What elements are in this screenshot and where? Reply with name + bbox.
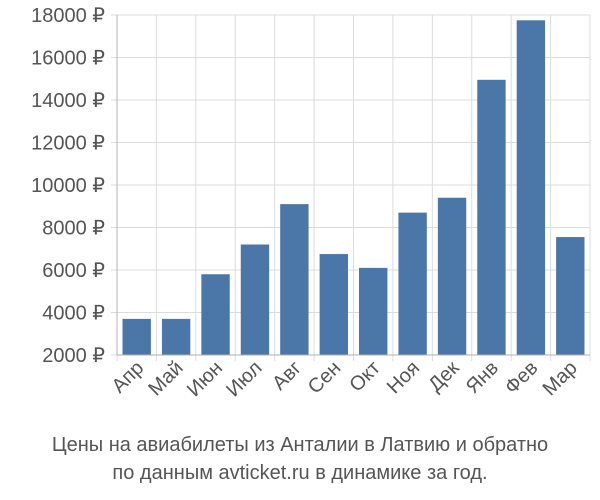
bar [201, 274, 230, 355]
x-tick-label: Фев [501, 357, 543, 399]
x-tick-label: Окт [345, 357, 384, 396]
y-tick-label: 2000 ₽ [42, 345, 105, 367]
y-tick-label: 4000 ₽ [42, 303, 105, 325]
axes [116, 15, 590, 356]
x-tick-label: Ноя [383, 357, 424, 398]
bar [477, 79, 506, 355]
y-tick-label: 16000 ₽ [31, 48, 105, 70]
bar [161, 318, 191, 355]
chart-caption-line-1: Цены на авиабилеты из Анталии в Латвию и… [51, 434, 549, 456]
bar [240, 244, 270, 355]
grid-lines [111, 14, 591, 361]
y-tick-label: 12000 ₽ [31, 133, 105, 155]
x-tick-label: Дек [424, 357, 463, 396]
x-tick-label: Янв [462, 357, 503, 398]
bar [398, 212, 427, 355]
y-tick-label: 10000 ₽ [31, 175, 105, 197]
y-tick-label: 6000 ₽ [42, 260, 105, 282]
bar [516, 20, 546, 355]
bar [280, 204, 309, 355]
x-tick-label: Авг [268, 357, 306, 395]
y-tick-labels: 2000 ₽ 4000 ₽ 6000 ₽ 8000 ₽ 10000 ₽ 12000 ₽ 14… [31, 5, 105, 367]
bar [437, 197, 467, 355]
x-tick-label: Сен [304, 357, 345, 398]
bar [122, 318, 151, 355]
x-tick-label: Мар [539, 357, 582, 400]
chart-caption-line-2: по данным avticket.ru в динамике за год. [112, 462, 488, 484]
x-tick-label: Май [144, 357, 187, 400]
x-tick-label: Июл [222, 357, 266, 401]
x-tick-label: Июн [183, 357, 227, 401]
y-tick-label: 18000 ₽ [31, 5, 105, 27]
bars [122, 20, 585, 355]
y-tick-label: 14000 ₽ [31, 90, 105, 112]
bar [319, 254, 348, 355]
bar [556, 237, 585, 355]
y-tick-label: 8000 ₽ [42, 218, 105, 240]
x-tick-label: Апр [108, 357, 149, 398]
bar [359, 267, 388, 355]
price-bar-chart: 2000 ₽ 4000 ₽ 6000 ₽ 8000 ₽ 10000 ₽ 12000 ₽ 14… [31, 5, 591, 401]
